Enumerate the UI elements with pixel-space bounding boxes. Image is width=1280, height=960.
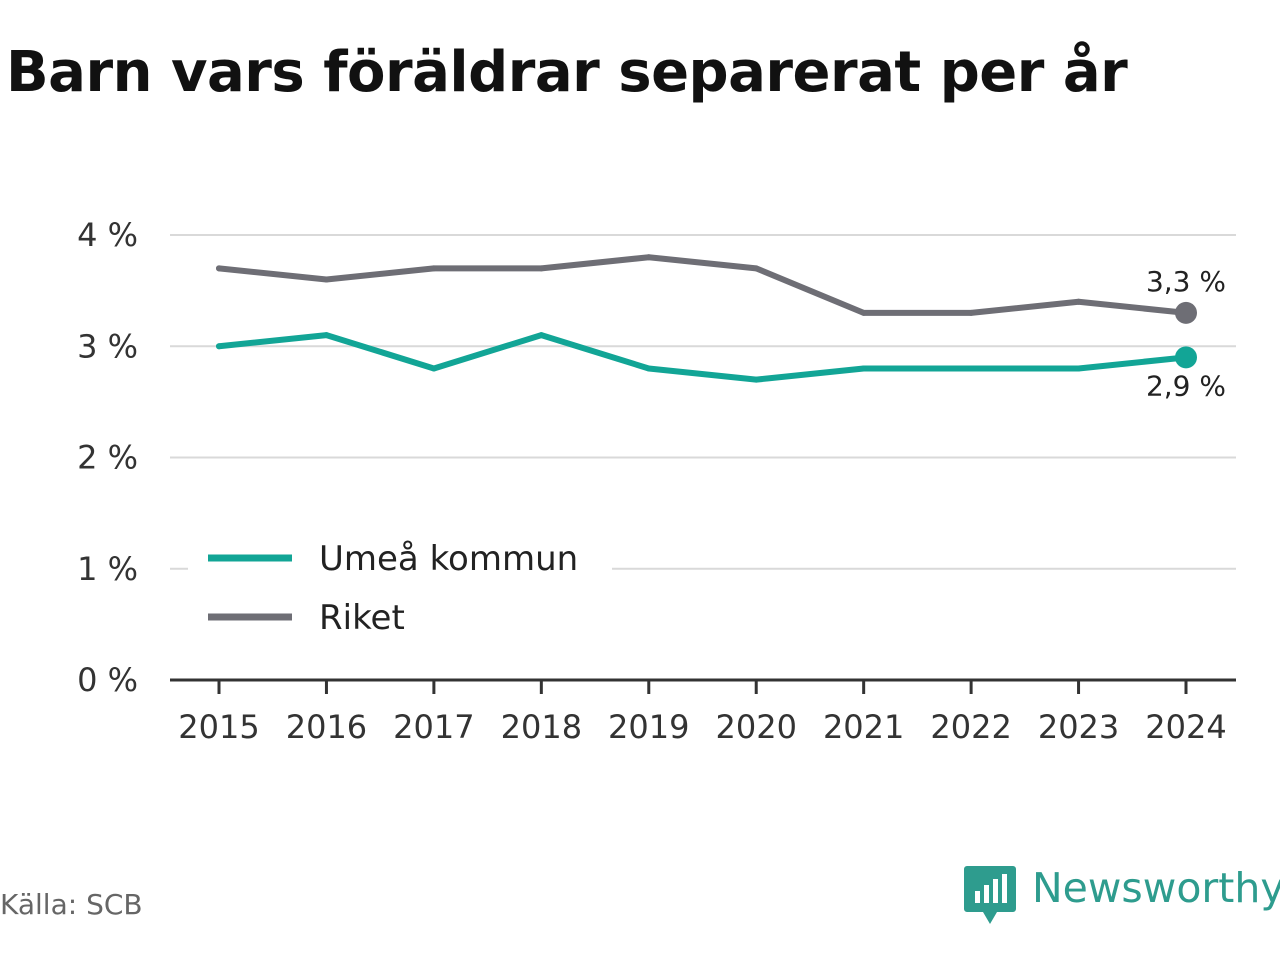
data-point-umea-kommun [1075,365,1082,372]
end-label-riket: 3,3 % [1146,265,1226,298]
series-lines [216,254,1197,383]
source-note: Källa: SCB [0,888,143,921]
legend: Umeå kommun Riket [188,528,612,646]
y-axis-labels: 0 % 1 % 2 % 3 % 4 % [77,216,138,699]
data-point-riket [1075,298,1082,305]
x-tick-label: 2016 [286,708,367,746]
brand-name: Newsworthy [1032,864,1280,912]
data-point-riket [753,265,760,272]
data-point-umea-kommun [323,332,330,339]
legend-label-umea-kommun: Umeå kommun [319,539,578,579]
data-point-riket [216,265,222,272]
y-tick-label: 3 % [77,327,138,365]
x-tick-label: 2023 [1038,708,1119,746]
data-point-riket [430,265,437,272]
data-point-riket [860,309,867,316]
y-tick-label: 0 % [77,661,138,699]
y-tick-label: 1 % [77,550,138,588]
gridlines [170,234,1236,570]
end-labels: 2,9 % 3,3 % [1146,265,1226,403]
data-point-riket [323,276,330,283]
end-label-umea-kommun: 2,9 % [1146,369,1226,402]
end-marker-riket [1175,301,1197,324]
x-tick-label: 2022 [930,708,1011,746]
data-point-umea-kommun [753,376,760,383]
y-tick-label: 2 % [77,439,138,477]
end-marker-umea-kommun [1175,346,1197,369]
data-point-umea-kommun [645,365,652,372]
data-point-umea-kommun [216,343,222,350]
data-point-umea-kommun [860,365,867,372]
legend-label-riket: Riket [319,598,405,638]
data-point-riket [645,254,652,261]
x-tick-label: 2015 [178,708,259,746]
chart-title: Barn vars föräldrar separerat per år [6,40,1128,105]
x-tick-label: 2019 [608,708,689,746]
series-line-riket [216,254,1189,316]
x-tick-label: 2018 [501,708,582,746]
newsworthy-logo-icon [964,866,1016,924]
x-tick-label: 2017 [393,708,474,746]
line-chart: 0 % 1 % 2 % 3 % 4 % 2015 2016 2017 2018 2019 2020… [77,216,1236,746]
data-point-riket [538,265,545,272]
y-tick-label: 4 % [77,216,138,254]
x-axis [170,678,1236,694]
legend-background [188,528,612,646]
data-point-umea-kommun [968,365,975,372]
x-tick-label: 2020 [716,708,797,746]
x-axis-labels: 2015 2016 2017 2018 2019 2020 2021 2022 2023 2024 [178,708,1226,746]
x-tick-label: 2024 [1145,708,1226,746]
data-point-umea-kommun [430,365,437,372]
data-point-umea-kommun [538,332,545,339]
series-line-umea-kommun [216,332,1189,383]
data-point-riket [968,309,975,316]
x-tick-label: 2021 [823,708,904,746]
